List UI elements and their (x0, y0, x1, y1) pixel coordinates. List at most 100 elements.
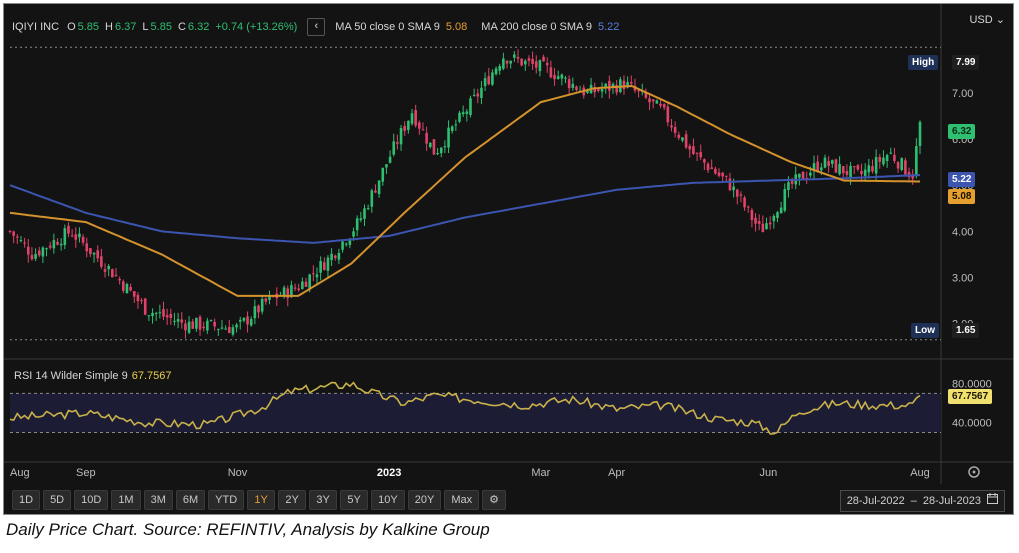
range-button-10y[interactable]: 10Y (371, 490, 405, 510)
candle-body (608, 80, 611, 91)
candle-body (487, 76, 491, 85)
range-button-20y[interactable]: 20Y (407, 490, 442, 510)
candle-body (158, 312, 162, 314)
ma50-tag: 5.08 (948, 189, 976, 204)
candle-body (904, 160, 907, 175)
ma50-label: MA 50 close 0 SMA 9 (335, 21, 440, 33)
close-key: C (177, 21, 186, 33)
candle-body (717, 172, 721, 176)
candle-body (129, 286, 132, 291)
range-button-ytd[interactable]: YTD (208, 490, 245, 510)
time-tick-label: Nov (228, 467, 248, 479)
candle-body (290, 285, 293, 298)
candle-body (180, 319, 184, 323)
candle-body (790, 179, 794, 184)
candle-body (286, 288, 290, 299)
candle-body (111, 269, 114, 278)
range-button-3m[interactable]: 3M (143, 490, 173, 510)
candle-body (524, 60, 527, 65)
candle-body (8, 230, 12, 232)
candle-body (626, 82, 629, 88)
candle-body (754, 217, 757, 224)
candle-body (586, 90, 589, 93)
candle-body (140, 300, 143, 302)
candle-body (344, 243, 348, 245)
candle-body (227, 327, 231, 334)
candle-body (428, 142, 432, 148)
candle-body (136, 295, 140, 302)
candle-body (644, 92, 648, 98)
high-tag-label: High (912, 57, 935, 68)
candle-body (714, 168, 717, 174)
candle-body (213, 321, 216, 327)
candle-body (670, 125, 673, 128)
candle-body (403, 125, 406, 131)
range-button-5d[interactable]: 5D (43, 490, 72, 510)
candle-body (436, 153, 439, 155)
candle-body (297, 288, 301, 291)
figure-caption: Daily Price Chart. Source: REFINTIV, Ana… (6, 520, 490, 539)
candle-body (100, 256, 103, 267)
chevron-left-icon[interactable]: ‹ (307, 18, 326, 36)
price-chart-canvas[interactable]: 2.003.004.005.006.007.0040.000080.0000Au… (4, 4, 1014, 515)
candle-body (52, 240, 56, 249)
calendar-icon[interactable] (987, 492, 998, 510)
last-price-number: 6.32 (952, 126, 972, 137)
candle-body (812, 163, 816, 172)
rsi-tick-label: 40.0000 (952, 418, 992, 430)
date-range-picker[interactable]: 28-Jul-2022 – 28-Jul-2023 (839, 490, 1005, 512)
candle-body (600, 88, 604, 92)
candle-body (217, 329, 220, 331)
candle-body (688, 145, 692, 150)
candle-body (37, 250, 41, 256)
candle-body (16, 236, 19, 238)
candle-body (399, 127, 403, 145)
candle-body (571, 83, 575, 88)
candle-body (103, 269, 107, 272)
candle-body (739, 194, 743, 196)
range-button-max[interactable]: Max (444, 490, 480, 510)
candle-body (860, 171, 863, 175)
candle-body (673, 127, 677, 133)
currency-selector[interactable]: USD ⌄ (969, 13, 1005, 26)
candle-body (92, 252, 96, 255)
low-tag-value: 1.65 (952, 323, 980, 338)
candle-body (776, 212, 779, 218)
candle-body (849, 165, 852, 178)
last-price-tag: 6.32 (948, 124, 976, 139)
range-button-10d[interactable]: 10D (74, 490, 109, 510)
range-button-2y[interactable]: 2Y (278, 490, 307, 510)
candle-body (556, 76, 560, 79)
candle-body (377, 180, 381, 195)
range-button-1y[interactable]: 1Y (247, 490, 276, 510)
candle-body (743, 197, 746, 208)
candle-body (885, 155, 889, 162)
gear-icon[interactable] (968, 466, 980, 478)
candle-body (121, 281, 125, 291)
candle-body (651, 99, 655, 102)
gear-icon[interactable]: ⚙ (482, 490, 506, 510)
range-button-1d[interactable]: 1D (12, 490, 41, 510)
candle-body (549, 67, 553, 78)
candle-body (242, 317, 246, 321)
candle-body (845, 170, 849, 175)
range-button-1m[interactable]: 1M (111, 490, 141, 510)
candle-body (132, 291, 136, 297)
candle-body (89, 248, 92, 254)
candle-body (12, 231, 15, 236)
range-button-6m[interactable]: 6M (175, 490, 206, 510)
candle-body (366, 208, 370, 210)
range-button-3y[interactable]: 3Y (309, 490, 338, 510)
range-button-5y[interactable]: 5Y (340, 490, 369, 510)
candle-body (257, 305, 260, 313)
candle-body (469, 98, 472, 115)
low-tag-number: 1.65 (956, 325, 976, 336)
ma200-line (9, 174, 921, 244)
candle-body (900, 158, 904, 170)
time-tick-label: Aug (910, 467, 930, 479)
candle-body (19, 240, 23, 242)
candle-body (823, 157, 827, 168)
candle-body (282, 287, 286, 297)
candle-body (604, 83, 608, 88)
candle-body (893, 154, 896, 162)
